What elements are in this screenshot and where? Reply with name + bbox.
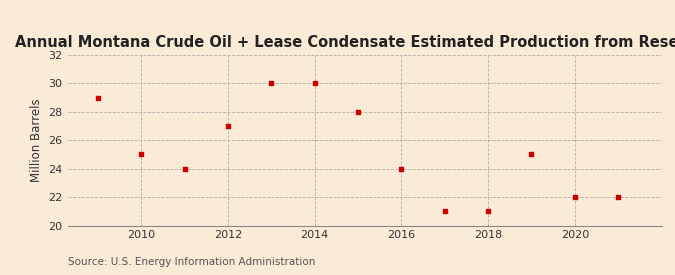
- Point: [570, 195, 580, 199]
- Point: [526, 152, 537, 157]
- Point: [613, 195, 624, 199]
- Point: [92, 95, 103, 100]
- Point: [352, 110, 363, 114]
- Point: [396, 166, 407, 171]
- Point: [136, 152, 146, 157]
- Point: [483, 209, 493, 213]
- Point: [309, 81, 320, 86]
- Point: [439, 209, 450, 213]
- Point: [179, 166, 190, 171]
- Point: [223, 124, 234, 128]
- Point: [266, 81, 277, 86]
- Y-axis label: Million Barrels: Million Barrels: [30, 98, 43, 182]
- Text: Source: U.S. Energy Information Administration: Source: U.S. Energy Information Administ…: [68, 257, 315, 267]
- Title: Annual Montana Crude Oil + Lease Condensate Estimated Production from Reserves: Annual Montana Crude Oil + Lease Condens…: [15, 35, 675, 50]
